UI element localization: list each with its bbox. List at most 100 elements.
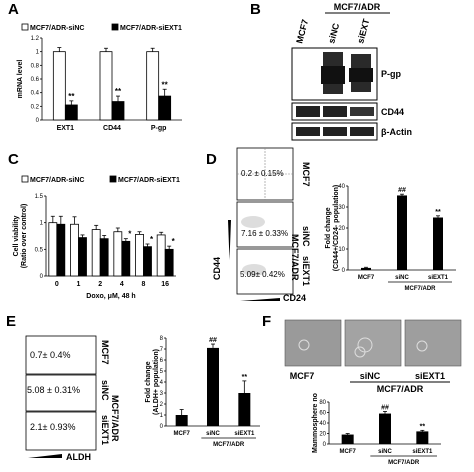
chart-d-ytick-label: 40 — [338, 184, 345, 190]
flow-plots-d: 0.2 ± 0.15% 7.16 ± 0.33% 5.09± 0.42% MCF… — [212, 147, 311, 303]
chart-c-xtick-label: 4 — [120, 281, 124, 288]
chart-e-ytick-label: 2 — [160, 402, 164, 408]
chart-e-ytick-label: 0 — [160, 424, 164, 430]
chart-a: 0 0.2 0.4 0.6 0.8 1 1.2 ** EXT1 ** CD44 ** P-gp MCF7/… — [17, 23, 182, 132]
band-cd44-sinc — [323, 106, 347, 117]
chart-e-xtick-label: siEXT1 — [234, 431, 255, 437]
mammosphere-images: MCF7 siNC siEXT1 MCF7/ADR — [284, 319, 462, 394]
chart-f-ytick-label: 20 — [319, 432, 326, 438]
chart-a-ytick-label: 0.2 — [31, 104, 40, 110]
chart-e-ytick-label: 6 — [160, 358, 164, 364]
sphere-image-siext1 — [404, 319, 462, 367]
chart-f: 0 20 40 60 80 MCF7 ## siNC ** siEXT1 MCF7/ADR Mammo… — [312, 393, 441, 466]
band-actin-siext — [350, 127, 374, 136]
chart-a-bar — [111, 101, 125, 121]
chart-e-bar — [207, 347, 219, 426]
chart-e-significance: ** — [242, 374, 248, 381]
sphere-label-siext1: siEXT1 — [415, 371, 445, 381]
chart-c-xlabel: Doxo, μM, 48 h — [86, 293, 135, 300]
chart-d-group-label: MCF7/ADR — [405, 286, 437, 292]
chart-e-ylabel: (ALDH+ population) — [153, 349, 160, 415]
band-cd44-siext — [350, 107, 374, 116]
chart-a-bar — [99, 51, 113, 121]
chart-f-bar — [341, 434, 354, 444]
chart-f-significance: ** — [420, 423, 426, 430]
chart-c-ytick-label: 1.5 — [35, 194, 44, 200]
chart-a-xtick-label: P-gp — [151, 125, 167, 132]
chart-f-xtick-label: MCF7 — [339, 449, 356, 455]
flow-e-plot-2 — [25, 374, 97, 412]
flow-e-group: MCF7/ADR — [110, 395, 120, 442]
chart-c-xtick-label: 0 — [55, 281, 59, 288]
chart-c-significance: * — [150, 235, 154, 244]
panel-letter-b: B — [250, 1, 261, 18]
band-pgp-siext-core — [349, 68, 373, 82]
chart-c-xtick-label: 1 — [77, 281, 81, 288]
flow-e-value-1: 0.7± 0.4% — [30, 350, 70, 360]
chart-f-xtick-label: siNC — [378, 449, 392, 455]
panel-letter-f: F — [262, 313, 271, 330]
band-actin-sinc — [323, 127, 347, 136]
chart-e-ytick-label: 5 — [160, 369, 164, 375]
chart-d-bar — [433, 217, 443, 270]
chart-d-xtick-label: siNC — [395, 275, 409, 281]
blot-group-label: MCF7/ADR — [334, 2, 381, 12]
chart-c-significance: * — [172, 237, 176, 246]
chart-a-legend-label: MCF7/ADR-siNC — [30, 25, 84, 32]
blot-label-pgp: P-gp — [381, 69, 401, 79]
flow-d-yaxis: CD44 — [212, 257, 222, 280]
chart-e-ytick-label: 3 — [160, 391, 164, 397]
chart-c-bar — [48, 222, 58, 277]
flow-d-value-2: 7.16 ± 0.33% — [241, 229, 288, 238]
chart-d-ylabel: Fold change — [325, 207, 332, 248]
chart-c-bar — [164, 248, 174, 277]
chart-e-bar — [238, 393, 251, 426]
flow-d-row-sinc: siNC — [301, 226, 311, 247]
chart-a-ylabel: mRNA level — [17, 60, 24, 99]
chart-c-bar — [91, 229, 101, 277]
chart-d-bar — [361, 267, 371, 270]
band-actin-mcf7 — [296, 127, 320, 136]
chart-c-legend-label: MCF7/ADR-siEXT1 — [118, 177, 180, 184]
flow-e-x-wedge — [28, 454, 62, 458]
sphere-image-sinc — [344, 319, 402, 367]
chart-c-bar — [121, 240, 131, 277]
chart-a-ytick-label: 0.4 — [31, 91, 40, 97]
sphere-cell-3 — [354, 346, 366, 358]
chart-c-xtick-label: 8 — [142, 281, 146, 288]
chart-c-legend-label: MCF7/ADR-siNC — [30, 177, 84, 184]
chart-a-significance: ** — [115, 87, 122, 96]
chart-d-ytick-label: 20 — [338, 226, 345, 232]
chart-a-ytick-label: 1.2 — [31, 36, 40, 42]
flow-d-xaxis: CD24 — [283, 293, 306, 303]
chart-d-bar — [397, 195, 407, 270]
chart-a-bar — [158, 95, 172, 121]
flow-d-y-wedge — [228, 220, 231, 260]
chart-e-ytick-label: 1 — [160, 413, 164, 419]
panel-letter-d: D — [206, 151, 217, 168]
chart-f-significance: ## — [381, 404, 389, 411]
chart-e-group-label: MCF7/ADR — [213, 442, 245, 448]
flow-d-row-siext1: siEXT1 — [301, 256, 311, 286]
chart-a-xtick-label: CD44 — [103, 125, 121, 132]
chart-a-bar — [64, 104, 78, 121]
chart-f-ytick-label: 0 — [323, 442, 327, 448]
chart-c-significance: * — [128, 230, 132, 239]
band-pgp-sinc-core — [321, 66, 345, 84]
sphere-cell-1 — [298, 339, 310, 351]
chart-d-xtick-label: siEXT1 — [428, 275, 449, 281]
western-blot: MCF7/ADR MCF7 siNC siEXT P-gp CD44 β-Act… — [291, 2, 412, 141]
chart-a-ytick-label: 0.8 — [31, 63, 40, 69]
chart-e-significance: ## — [209, 337, 217, 344]
chart-a-xtick-label: EXT1 — [57, 125, 75, 132]
flow-d-value-3: 5.09± 0.42% — [240, 270, 285, 279]
chart-e-bar — [175, 415, 188, 426]
chart-f-xtick-label: siEXT1 — [412, 449, 433, 455]
chart-a-bar — [146, 51, 160, 121]
chart-c-ytick-label: 0.5 — [35, 247, 44, 253]
chart-f-ytick-label: 80 — [319, 400, 326, 406]
blot-lane-siext: siEXT — [355, 17, 371, 44]
chart-f-ytick-label: 40 — [319, 421, 326, 427]
chart-d-significance: ## — [398, 187, 406, 194]
flow-e-value-2: 5.08 ± 0.31% — [27, 385, 80, 395]
